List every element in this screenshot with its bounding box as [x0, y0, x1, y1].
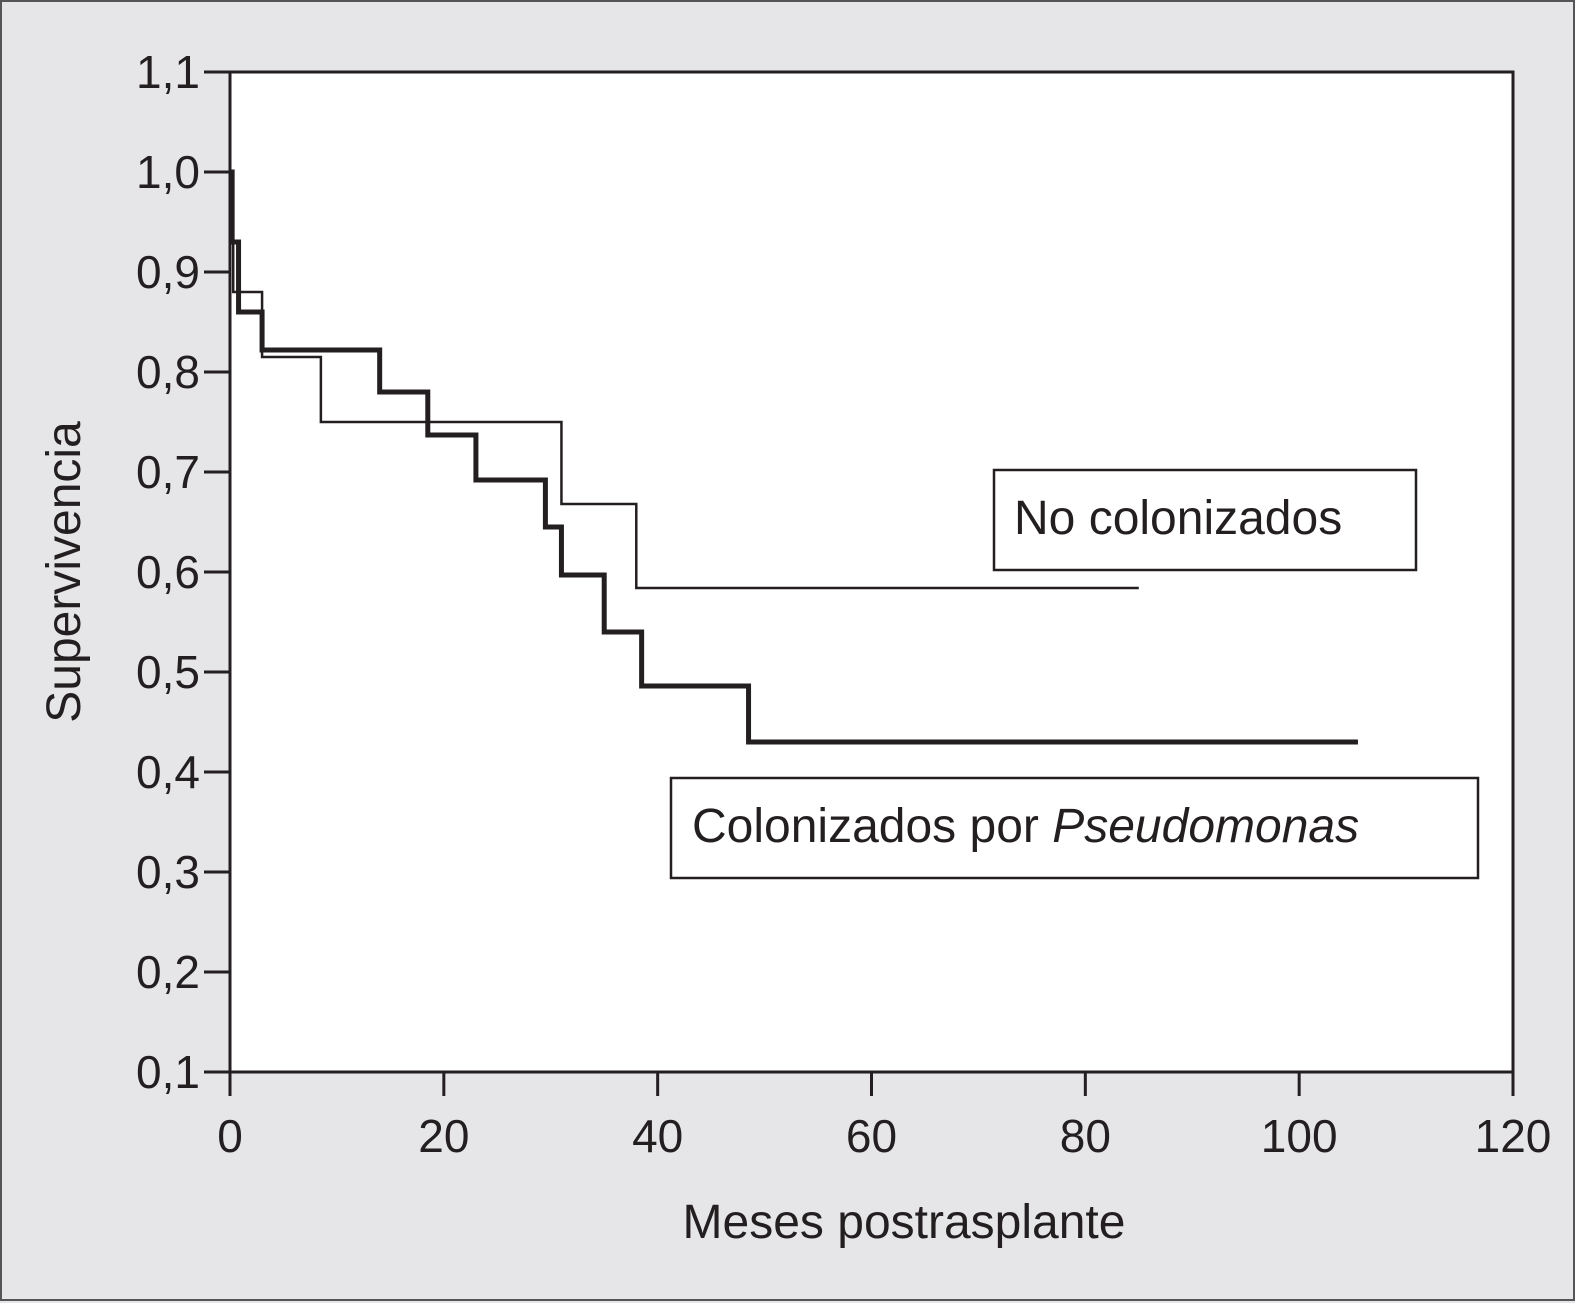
x-tick-label: 80: [1060, 1110, 1111, 1162]
legend-colonizados: Colonizados por Pseudomonas: [669, 776, 1480, 880]
y-tick-label: 1,1: [136, 46, 200, 98]
y-tick-label: 0,9: [136, 246, 200, 298]
x-axis-ticks: 0 20 40 60 80 100 120: [217, 1072, 1551, 1162]
x-tick-label: 100: [1261, 1110, 1338, 1162]
y-tick-label: 0,6: [136, 546, 200, 598]
series-line-colonizados: [229, 169, 1358, 745]
legend-label-colonizados-italic: Pseudomonas: [1052, 800, 1359, 853]
x-axis-title: Meses postrasplante: [683, 1196, 1126, 1249]
y-tick-label: 1,0: [136, 146, 200, 198]
series-line-no-colonizados: [230, 170, 1139, 590]
legend-label-colonizados-plain: Colonizados por: [692, 800, 1052, 853]
legend-box-no-colonizados: [992, 468, 1418, 572]
x-tick-label: 120: [1475, 1110, 1552, 1162]
y-tick-label: 0,5: [136, 646, 200, 698]
legend-label-no-colonizados: No colonizados: [1014, 492, 1342, 545]
x-tick-label: 0: [217, 1110, 243, 1162]
legend-box-colonizados: [669, 776, 1480, 880]
legend-label-colonizados: Colonizados por Pseudomonas: [692, 800, 1359, 853]
y-tick-label: 0,4: [136, 746, 200, 798]
series-layer: [229, 169, 1358, 745]
x-tick-label: 20: [418, 1110, 469, 1162]
y-tick-label: 0,1: [136, 1046, 200, 1098]
y-axis-title: Supervivencia: [38, 421, 91, 723]
y-tick-label: 0,3: [136, 846, 200, 898]
legend-no-colonizados: No colonizados: [992, 468, 1418, 572]
x-tick-label: 60: [846, 1110, 897, 1162]
y-tick-label: 0,2: [136, 946, 200, 998]
y-tick-label: 0,7: [136, 446, 200, 498]
y-axis-ticks: 0,1 0,2 0,3 0,4 0,5 0,6 0,7 0,8 0,9 1,0 1,1: [136, 46, 230, 1098]
plot-area: [228, 70, 1515, 1074]
x-tick-label: 40: [632, 1110, 683, 1162]
y-tick-label: 0,8: [136, 346, 200, 398]
